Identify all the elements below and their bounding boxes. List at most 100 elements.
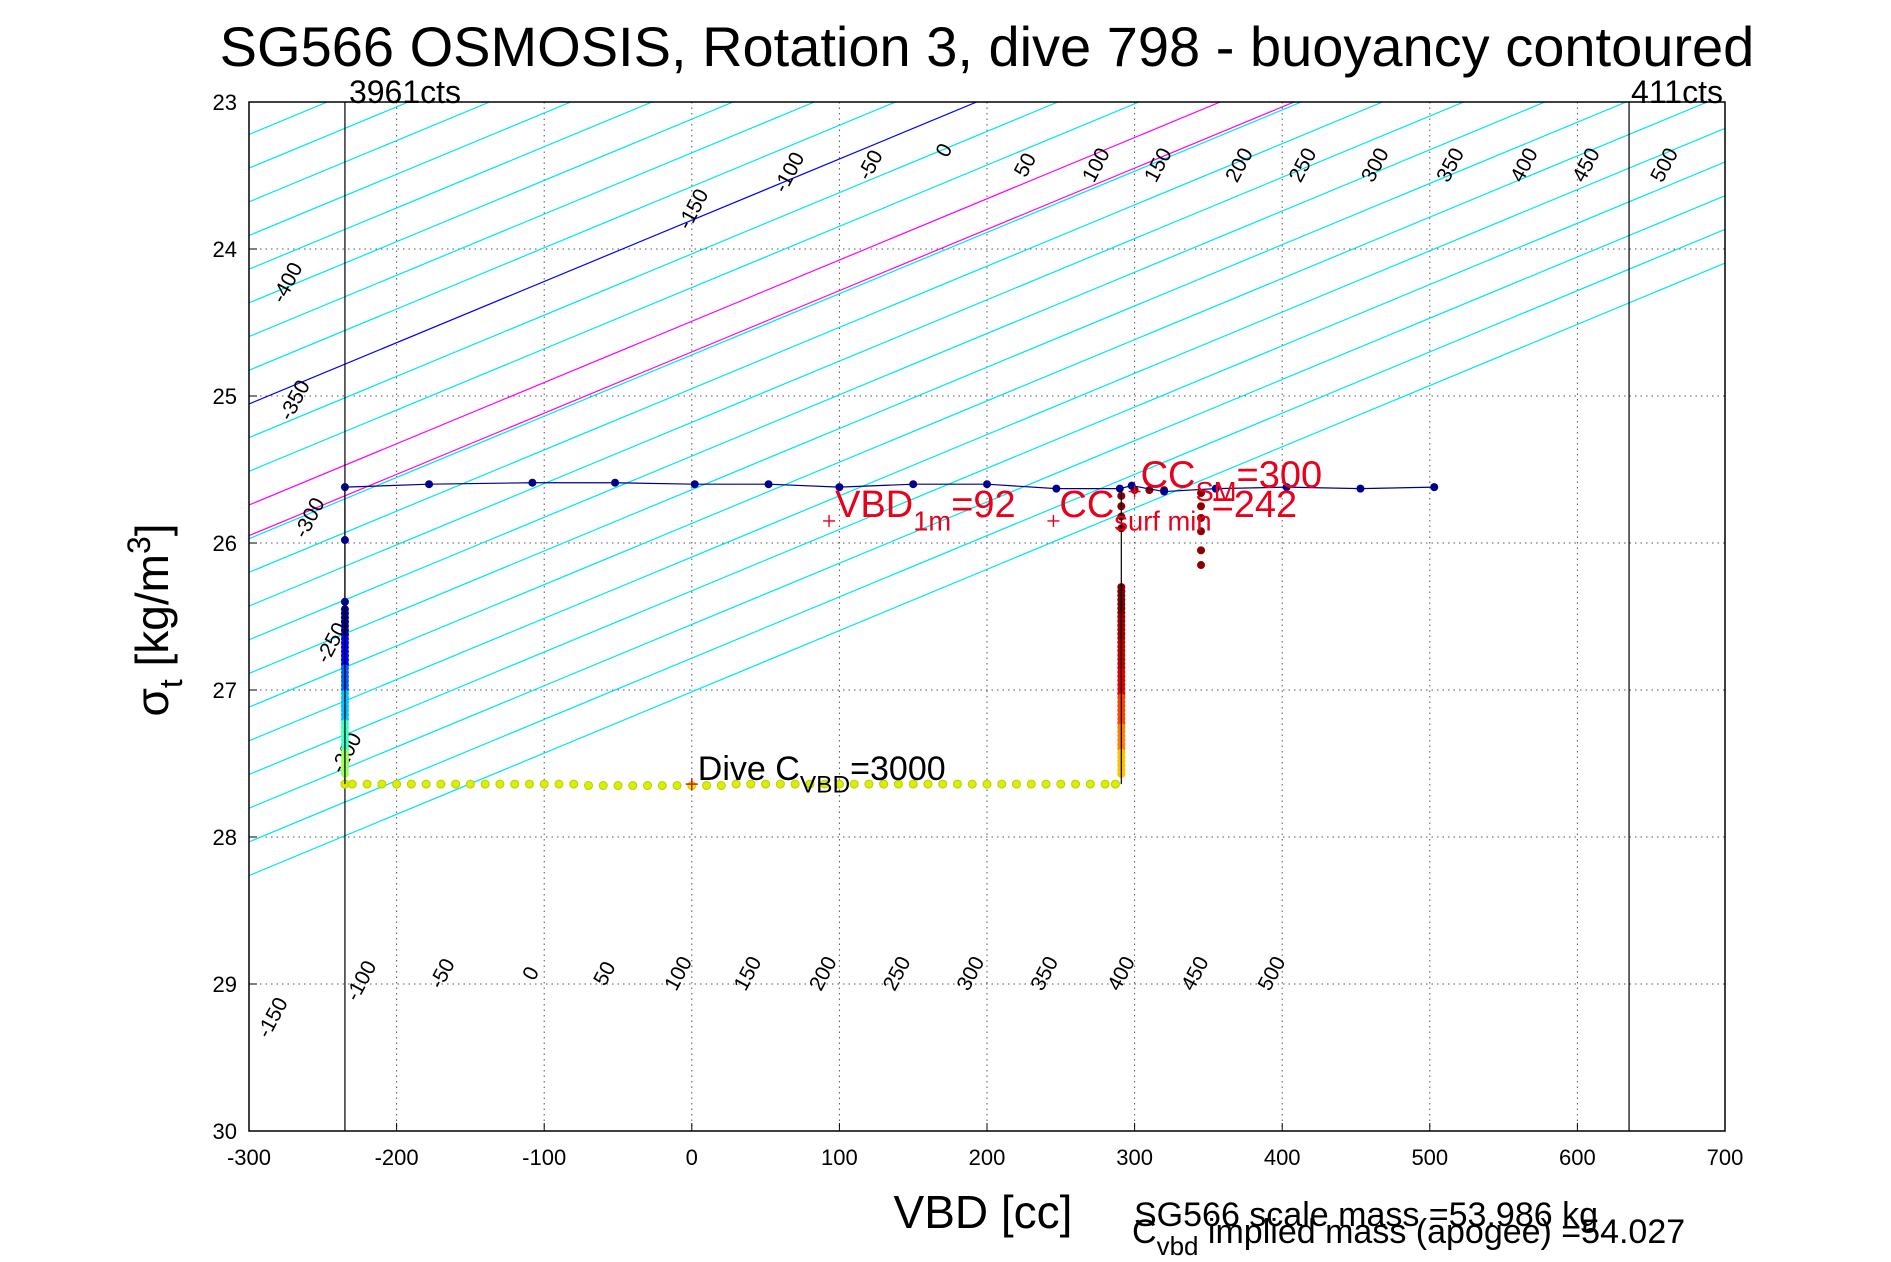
implied-prefix: C <box>1132 1213 1157 1251</box>
y-tick-label: 26 <box>213 531 237 556</box>
descent-point <box>539 779 549 789</box>
contour-line <box>249 102 1464 607</box>
surface-point <box>1127 481 1136 490</box>
surface-point <box>1211 484 1220 493</box>
descent-point <box>613 781 623 791</box>
descent-point <box>347 779 357 789</box>
contour-line <box>249 102 1627 675</box>
descent-point <box>731 779 741 789</box>
y-tick-label: 23 <box>213 90 237 115</box>
descent-point <box>702 781 712 791</box>
x-tick-label: -100 <box>522 1145 566 1170</box>
descent-point <box>716 781 726 791</box>
descent-point <box>628 781 638 791</box>
descent-point <box>1012 779 1022 789</box>
x-tick-label: 100 <box>821 1145 858 1170</box>
contour-line-highlight <box>249 102 1295 537</box>
surface-point <box>1160 487 1169 496</box>
surface-point <box>528 478 537 487</box>
descent-point <box>790 779 800 789</box>
descent-point <box>1041 779 1051 789</box>
scale-mass-text: SG566 scale mass =53.986 kg <box>1134 1196 1598 1234</box>
surface-point <box>1430 483 1439 492</box>
data-series <box>340 478 1439 791</box>
x-tick-label: 0 <box>686 1145 698 1170</box>
dive-cvbd-annotation-tail: =3000 <box>850 750 946 788</box>
x-axis-ticks: -300 -200 -100 0 100 200 300 400 500 600 700 <box>227 1123 1743 1170</box>
x-tick-label: -200 <box>375 1145 419 1170</box>
surface-point <box>425 480 434 489</box>
descent-point <box>879 779 889 789</box>
y-tick-label: 25 <box>213 384 237 409</box>
cc-surf-annotation-sub: surf min <box>1114 506 1211 537</box>
descent-point <box>775 779 785 789</box>
descent-point <box>465 779 475 789</box>
surface-point <box>690 480 699 489</box>
descent-point <box>583 781 593 791</box>
y-tick-label: 24 <box>213 237 237 262</box>
contour-line <box>249 127 1725 742</box>
surface-cluster-point <box>1197 514 1206 523</box>
grid-lines <box>249 102 1725 1131</box>
dive-cvbd-annotation-base: Dive C <box>698 750 800 788</box>
descent-point <box>834 779 844 789</box>
surface-point <box>1356 484 1365 493</box>
surface-cluster-point <box>1197 561 1206 570</box>
x-tick-label: 300 <box>1116 1145 1153 1170</box>
x-tick-label: -300 <box>227 1145 271 1170</box>
contour-line <box>249 102 734 304</box>
surface-point <box>1052 484 1061 493</box>
descent-point <box>938 779 948 789</box>
contour-line <box>249 102 1140 472</box>
surface-point <box>764 480 773 489</box>
descent-point <box>643 781 653 791</box>
descent-point <box>1110 779 1120 789</box>
y-tick-label: 27 <box>213 678 237 703</box>
left-connector-point <box>340 597 349 606</box>
descent-point <box>495 779 505 789</box>
descent-point <box>997 779 1007 789</box>
x-tick-label: 200 <box>969 1145 1006 1170</box>
descent-point <box>805 779 815 789</box>
surface-point <box>611 478 620 487</box>
descent-point <box>524 779 534 789</box>
vbd-limit-label: 3961cts <box>349 74 461 110</box>
descent-point <box>849 779 859 789</box>
descent-point <box>451 779 461 789</box>
descent-point <box>421 779 431 789</box>
surface-point <box>835 483 844 492</box>
vbd-1m-annotation-tail: =92 <box>951 484 1015 526</box>
cc-sm-annotation: CCSM=300 <box>1141 455 1323 508</box>
implied-mass-text: Cvbd implied mass (apogee) =54.027 <box>1132 1213 1685 1261</box>
left-connector-point <box>340 536 349 545</box>
descent-point <box>510 779 520 789</box>
dive-cvbd-annotation: Dive CVBD=3000 <box>698 750 946 798</box>
contour-line <box>249 102 1302 540</box>
descent-point <box>362 779 372 789</box>
cc-surf-annotation-tail: =242 <box>1212 484 1298 526</box>
descent-point <box>1085 779 1095 789</box>
y-tick-label: 29 <box>213 972 237 997</box>
y-label-sub: t <box>153 679 189 688</box>
x-tick-label: 700 <box>1707 1145 1744 1170</box>
contour-line <box>249 102 1708 708</box>
y-axis-ticks: 23 24 25 26 27 28 29 30 <box>213 90 257 1144</box>
surface-point <box>983 480 991 489</box>
x-tick-label: 500 <box>1411 1145 1448 1170</box>
surface-cluster-point <box>1197 489 1206 498</box>
contour-line <box>249 102 1546 641</box>
contour-line <box>0 102 3 1131</box>
y-axis-label: σt [kg/m3] <box>121 523 189 716</box>
descent-point <box>952 779 962 789</box>
descent-point <box>406 779 416 789</box>
contour-line <box>249 195 1725 809</box>
contour-line <box>249 102 815 338</box>
contour-line <box>249 228 1725 843</box>
descent-point <box>1071 779 1081 789</box>
cc-surf-annotation: CCsurf min=242 <box>1059 484 1297 537</box>
surface-point <box>909 480 918 489</box>
vbd-1m-annotation-sub: 1m <box>913 506 951 537</box>
surface-cluster-point <box>1197 527 1206 536</box>
y-tick-label: 30 <box>213 1119 237 1144</box>
